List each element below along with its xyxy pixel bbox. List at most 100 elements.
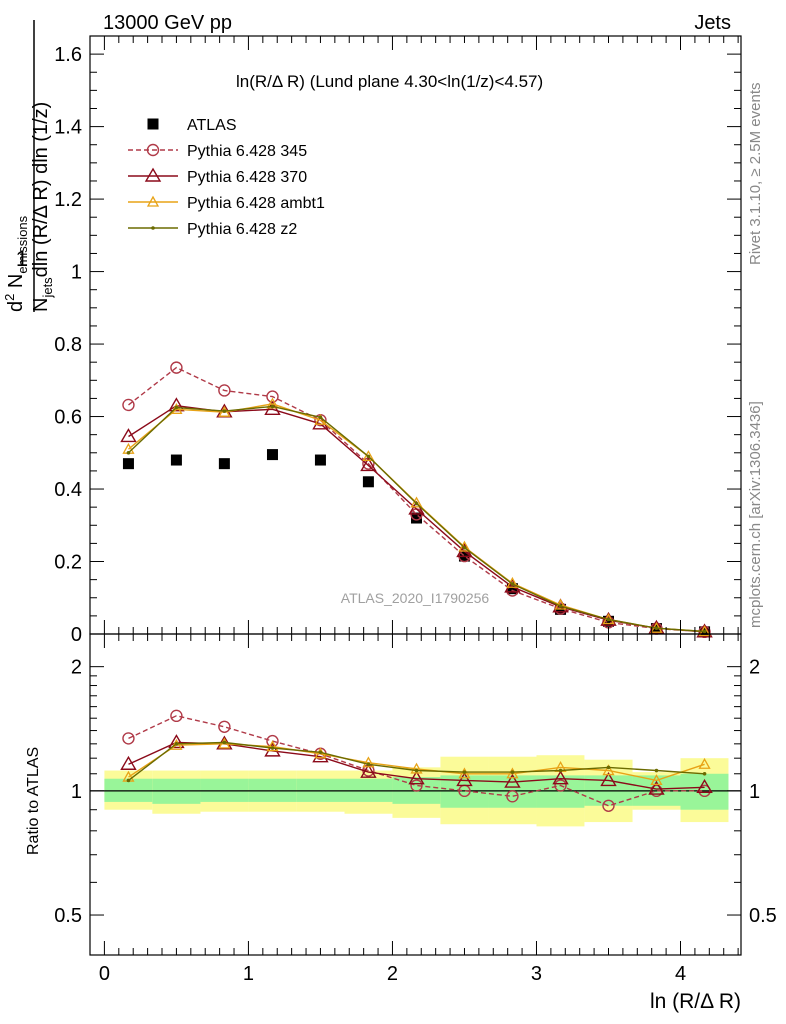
ratio-point-ambt1: [602, 764, 615, 776]
ratio-point-p370: [456, 772, 473, 787]
ratio-xtick-label: 1: [243, 963, 254, 985]
main-ytick-label: 0.2: [54, 552, 82, 574]
main-point-z2: [174, 405, 179, 410]
main-line-p345: [128, 366, 705, 633]
ratio-point-z2: [414, 768, 419, 773]
main-point-z2: [702, 629, 707, 634]
ratio-point-z2: [222, 740, 227, 745]
main-point-z2: [270, 404, 275, 409]
main-series-atlas: [122, 449, 711, 638]
main-point-z2: [222, 409, 227, 413]
legend-item-atlas: ATLAS: [147, 117, 237, 134]
ratio-point-p370: [408, 770, 425, 785]
main-point-ambt1: [170, 402, 183, 414]
main-series-z2: [126, 404, 707, 634]
ratio-point-ambt1: [266, 740, 279, 752]
ratio-point-p345: [122, 732, 135, 745]
main-point-z2: [510, 582, 515, 586]
ratio-point-p370: [552, 770, 569, 785]
ratio-point-z2: [558, 768, 563, 773]
ratio-ytick-label: 1: [71, 781, 82, 803]
ratio-point-p370: [168, 734, 185, 749]
legend: ATLAS Pythia 6.428 345 Pythia 6.428 370 Pyt…: [128, 117, 325, 238]
ylabel-numerator-one: 1: [16, 246, 28, 271]
ratio-point-z2: [318, 750, 323, 755]
ratio-frame: [89, 633, 742, 956]
main-point-atlas: [170, 454, 182, 466]
legend-item-p370: Pythia 6.428 370: [128, 167, 307, 186]
ratio-point-p345: [554, 779, 567, 792]
main-point-p370: [120, 428, 137, 443]
main-point-ambt1: [410, 496, 423, 508]
main-point-atlas: [218, 458, 230, 470]
ratio-series-layer: [120, 709, 713, 812]
ratio-point-z2: [606, 765, 611, 770]
ratio-point-ambt1: [698, 757, 711, 769]
axes-layer: 0 0.2 0.4 0.6 0.8 1 1.2 1.4 1.6 0 1 2 3 4 0.5 0.5 1 1 2 2: [54, 35, 777, 985]
ratio-point-z2: [510, 770, 515, 774]
main-point-z2: [366, 454, 371, 459]
ratio-point-ambt1: [650, 774, 663, 786]
ratio-point-p345: [506, 790, 519, 803]
main-ytick-label: 0.6: [54, 407, 82, 429]
ylabel-lower: d2 Nemissions: [2, 215, 30, 312]
main-point-p345: [122, 398, 135, 412]
main-point-p370: [408, 500, 425, 515]
ratio-ytick-label-right: 2: [749, 657, 760, 679]
main-ytick-label: 0.4: [54, 479, 82, 501]
legend-item-p345: Pythia 6.428 345: [128, 143, 307, 160]
ratio-xtick-label: 2: [387, 963, 398, 985]
ratio-point-p370: [120, 755, 137, 770]
ratio-point-ambt1: [506, 767, 519, 779]
ratio-point-ambt1: [362, 756, 375, 768]
ratio-point-z2: [702, 771, 707, 776]
ratio-point-p370: [600, 772, 617, 787]
legend-label-atlas: ATLAS: [187, 117, 237, 134]
ratio-point-z2: [174, 742, 179, 746]
main-point-z2: [654, 626, 659, 631]
ratio-ylabel: Ratio to ATLAS: [25, 747, 42, 855]
legend-marker-atlas: [147, 118, 159, 130]
ratio-point-z2: [462, 770, 467, 774]
main-point-atlas: [122, 458, 134, 470]
ratio-point-p345: [602, 799, 615, 812]
ratio-ytick-label: 2: [71, 657, 82, 679]
main-point-atlas: [266, 449, 278, 461]
ratio-point-p370: [360, 763, 377, 778]
rivet-version-label: Rivet 3.1.10, ≥ 2.5M events: [747, 83, 764, 266]
main-point-z2: [606, 617, 611, 622]
main-point-p370: [360, 457, 377, 472]
ratio-point-ambt1: [410, 762, 423, 774]
legend-item-ambt1: Pythia 6.428 ambt1: [128, 195, 325, 212]
ratio-point-p345: [218, 720, 231, 733]
main-ytick-label: 0: [71, 624, 82, 646]
ratio-point-p345: [410, 779, 423, 792]
legend-marker-p345: [146, 143, 160, 157]
main-ytick-label: 1.4: [54, 117, 82, 139]
ratio-ytick-label: 0.5: [54, 905, 82, 927]
main-point-p345: [218, 384, 231, 397]
ratio-xtick-label: 3: [531, 963, 542, 985]
main-point-z2: [318, 415, 323, 420]
main-point-p345: [170, 361, 183, 374]
main-point-atlas: [602, 615, 614, 627]
main-point-z2: [558, 604, 563, 608]
legend-label-p370: Pythia 6.428 370: [187, 169, 307, 186]
ratio-point-p370: [264, 742, 281, 757]
legend-label-ambt1: Pythia 6.428 ambt1: [187, 195, 325, 212]
header-right: Jets: [694, 12, 731, 34]
ratio-xtick-label: 4: [675, 963, 686, 985]
legend-item-z2: Pythia 6.428 z2: [128, 221, 297, 238]
watermark: ATLAS_2020_I1790256: [341, 590, 490, 606]
legend-marker-z2: [151, 226, 155, 230]
main-ytick-label: 1.2: [54, 189, 82, 211]
xlabel: ln (R/Δ R): [650, 990, 741, 1013]
main-point-z2: [126, 450, 131, 455]
ratio-uncertainty-bands: [90, 755, 741, 827]
main-point-z2: [462, 545, 467, 550]
legend-marker-p370: [144, 167, 162, 182]
mcplots-label: mcplots.cern.ch [arXiv:1306.3436]: [747, 401, 764, 628]
main-series-layer: [120, 361, 713, 639]
ratio-point-p370: [504, 773, 521, 788]
